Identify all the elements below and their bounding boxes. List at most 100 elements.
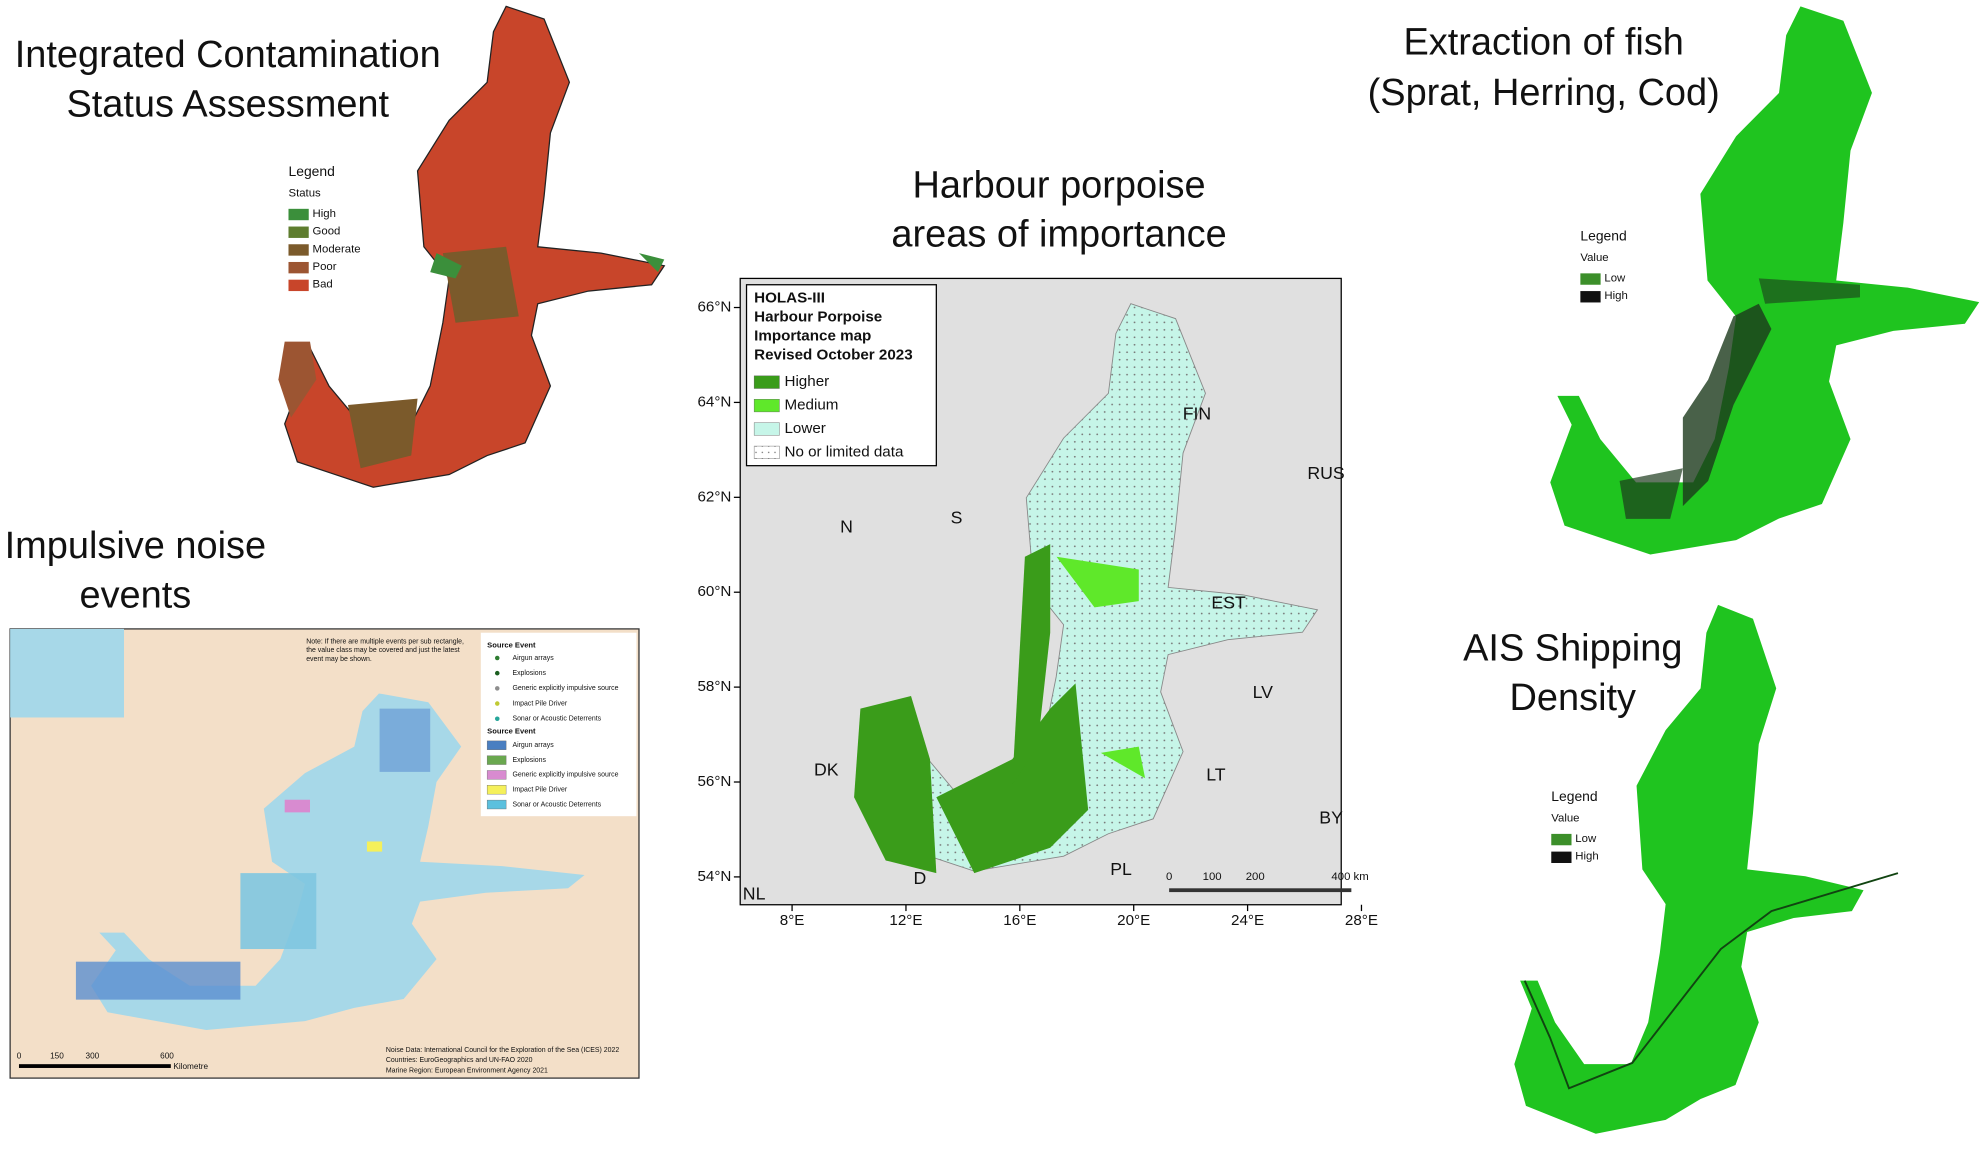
country-label: EST	[1211, 592, 1246, 612]
scale-label: 0	[17, 1052, 22, 1061]
credit: Marine Region: European Environment Agen…	[386, 1067, 548, 1074]
legend-label: Medium	[784, 397, 838, 414]
scale-label: 600	[160, 1052, 174, 1061]
legend-label: Poor	[313, 261, 337, 273]
legend-label: Airgun arrays	[512, 655, 554, 662]
legend-swatch	[486, 799, 507, 810]
fish-map	[1550, 6, 1980, 555]
panel-title: Integrated Contamination	[15, 34, 441, 76]
legend-label: Sonar or Acoustic Deterrents	[512, 801, 601, 808]
legend-label: High	[1604, 290, 1627, 302]
legend-swatch	[1551, 851, 1572, 863]
lon-label: 24°E	[1231, 912, 1264, 929]
scale-label: 400 km	[1331, 871, 1368, 883]
legend-swatch	[753, 375, 780, 389]
legend-subtitle: Value	[1551, 813, 1579, 825]
legend-label: Impact Pile Driver	[512, 787, 567, 794]
panel-title: Status Assessment	[66, 83, 389, 125]
legend-subtitle: Value	[1580, 252, 1608, 264]
legend-heading: HOLAS-III	[754, 290, 825, 307]
legend-label: Impact Pile Driver	[512, 700, 567, 707]
legend-title: Source Event	[487, 726, 536, 735]
panel-title: areas of importance	[891, 214, 1226, 256]
legend-label: Airgun arrays	[512, 742, 554, 749]
panel-title: events	[79, 574, 191, 616]
scale-label: 300	[86, 1052, 100, 1061]
scale-label: 150	[50, 1052, 64, 1061]
legend-heading: Revised October 2023	[754, 347, 913, 364]
lat-label: 58°N	[697, 678, 731, 695]
panel-title: Impulsive noise	[5, 525, 266, 567]
legend-swatch	[1580, 291, 1601, 303]
legend-swatch	[486, 755, 507, 765]
legend-heading: Importance map	[754, 328, 871, 345]
country-label: FIN	[1183, 404, 1212, 424]
country-label: RUS	[1307, 463, 1344, 483]
legend-heading: Harbour Porpoise	[754, 309, 882, 326]
legend-swatch	[486, 770, 507, 780]
legend-label: Lower	[784, 420, 825, 437]
panel-title: Density	[1510, 677, 1637, 719]
legend-swatch	[288, 226, 309, 238]
lon-label: 12°E	[889, 912, 922, 929]
legend-swatch	[288, 279, 309, 292]
legend-dot	[494, 701, 500, 706]
legend-dot	[494, 686, 500, 691]
panel-title: (Sprat, Herring, Cod)	[1368, 72, 1720, 114]
legend-label: No or limited data	[784, 443, 903, 460]
porpoise-map	[739, 277, 1342, 906]
country-label: NL	[743, 883, 766, 903]
note: event may be shown.	[306, 656, 372, 663]
noise-map	[9, 628, 640, 1079]
scale-bar	[18, 1064, 171, 1068]
country-label: D	[913, 868, 926, 888]
lat-label: 54°N	[697, 868, 731, 885]
country-label: LT	[1206, 764, 1226, 784]
country-label: PL	[1110, 859, 1132, 879]
legend-dot	[494, 655, 500, 661]
scale-label: 0	[1166, 871, 1172, 883]
legend-dot	[494, 670, 500, 676]
legend-label: Higher	[784, 373, 829, 390]
note: the value class may be covered and just …	[306, 647, 460, 654]
legend-swatch	[753, 445, 780, 459]
legend-label: Explosions	[512, 757, 546, 764]
legend-swatch	[288, 244, 309, 256]
lat-label: 56°N	[697, 773, 731, 790]
legend-title: Source Event	[487, 640, 536, 649]
legend-label: Explosions	[512, 670, 546, 677]
legend-subtitle: Status	[288, 188, 321, 200]
panel-title: Harbour porpoise	[912, 164, 1205, 206]
legend-swatch	[288, 261, 309, 274]
panel-title: AIS Shipping	[1463, 627, 1682, 669]
panel-title: Extraction of fish	[1403, 21, 1683, 63]
legend-swatch	[486, 740, 507, 750]
scale-bar	[1169, 888, 1352, 893]
lat-label: 60°N	[697, 583, 731, 600]
legend-title: Legend	[1580, 227, 1626, 243]
legend-label: Moderate	[313, 243, 361, 255]
country-label: S	[951, 507, 963, 527]
country-label: DK	[814, 759, 839, 779]
scale-label: 100	[1203, 871, 1222, 883]
legend-label: Low	[1604, 272, 1626, 284]
legend-label: Low	[1575, 833, 1597, 845]
lon-label: 28°E	[1345, 912, 1378, 929]
contamination-map	[278, 5, 665, 488]
lat-label: 66°N	[697, 299, 731, 316]
country-label: N	[840, 516, 853, 536]
legend-swatch	[1551, 833, 1572, 846]
legend-swatch	[753, 399, 780, 413]
legend-swatch	[288, 208, 309, 221]
scale-label: 200	[1246, 871, 1265, 883]
legend-dot	[494, 716, 500, 722]
legend-swatch	[753, 422, 780, 436]
lon-label: 8°E	[780, 912, 805, 929]
legend-label: Generic explicitly impulsive source	[512, 772, 618, 779]
legend-label: Sonar or Acoustic Deterrents	[512, 716, 601, 723]
country-label: BY	[1319, 807, 1343, 827]
legend-label: Good	[313, 226, 341, 238]
legend-label: Generic explicitly impulsive source	[512, 685, 618, 692]
legend-label: Bad	[313, 279, 333, 291]
country-label: LV	[1253, 682, 1274, 702]
